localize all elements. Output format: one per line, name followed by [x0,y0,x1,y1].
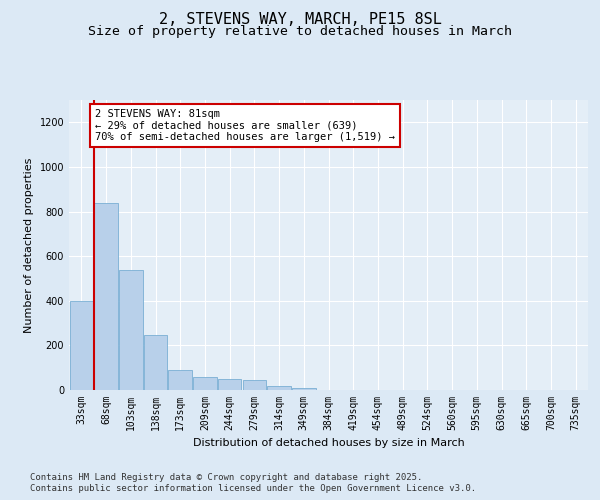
Text: 2, STEVENS WAY, MARCH, PE15 8SL: 2, STEVENS WAY, MARCH, PE15 8SL [158,12,442,28]
Text: Contains HM Land Registry data © Crown copyright and database right 2025.: Contains HM Land Registry data © Crown c… [30,472,422,482]
Bar [144,336,167,390]
X-axis label: Distribution of detached houses by size in March: Distribution of detached houses by size … [193,438,464,448]
Text: Contains public sector information licensed under the Open Government Licence v3: Contains public sector information licen… [30,484,476,493]
Bar [292,388,316,390]
Bar [242,380,266,390]
Bar [268,386,291,390]
Bar [169,370,192,390]
Bar [70,301,93,390]
Bar [94,202,118,390]
Bar [218,379,241,390]
Text: 2 STEVENS WAY: 81sqm
← 29% of detached houses are smaller (639)
70% of semi-deta: 2 STEVENS WAY: 81sqm ← 29% of detached h… [95,109,395,142]
Bar [119,270,143,390]
Bar [193,376,217,390]
Text: Size of property relative to detached houses in March: Size of property relative to detached ho… [88,25,512,38]
Y-axis label: Number of detached properties: Number of detached properties [24,158,34,332]
